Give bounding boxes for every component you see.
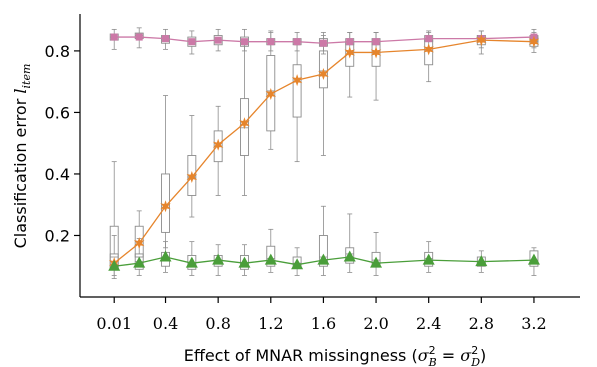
data-point-triangle (317, 253, 330, 265)
series-line (113, 39, 534, 264)
data-point-square (425, 35, 433, 43)
x-tick-label: 0.8 (205, 314, 230, 333)
x-tick-label: 2.4 (416, 314, 441, 333)
plot-area (108, 27, 540, 279)
data-point-star (160, 200, 171, 213)
data-point-square (188, 38, 196, 46)
data-point-triangle (108, 259, 121, 271)
boxplot-box (345, 247, 355, 264)
y-tick-label: 0.4 (45, 165, 70, 184)
x-axis-title: Effect of MNAR missingness (σ2 B = σ2 D) (184, 344, 487, 367)
data-point-square (346, 38, 354, 46)
data-point-triangle (159, 250, 172, 262)
boxplot (292, 44, 302, 163)
data-point-star (265, 87, 276, 100)
x-tick-label: 0.4 (153, 314, 178, 333)
data-point-triangle (370, 256, 383, 268)
boxplot (161, 95, 170, 249)
data-point-triangle (291, 258, 304, 270)
boxplot-box (213, 130, 223, 163)
y-axis-title: Classification error litem (11, 64, 33, 249)
data-point-triangle (475, 255, 488, 267)
data-point-triangle (133, 256, 146, 268)
x-tick-label: 1.6 (311, 314, 336, 333)
data-point-square (240, 38, 248, 46)
x-tick-label: 2.8 (469, 314, 494, 333)
boxplot (187, 115, 197, 218)
data-point-star (186, 171, 198, 184)
data-point-star (528, 35, 540, 48)
data-point-triangle (343, 250, 356, 262)
data-point-triangle (238, 256, 251, 268)
boxplot (371, 232, 381, 276)
y-tick-label: 0.6 (45, 103, 70, 122)
boxplot-box (424, 251, 434, 267)
data-point-star (423, 43, 434, 56)
boxplot-box (187, 155, 197, 196)
boxplot-box (318, 235, 328, 267)
boxplot-box (292, 64, 302, 118)
boxplot (213, 105, 223, 196)
data-point-star (344, 46, 355, 59)
boxplot-box (529, 250, 539, 267)
series-line (114, 256, 534, 267)
data-point-square (267, 38, 275, 46)
data-point-star (134, 237, 145, 250)
boxplot-box (266, 245, 276, 267)
series-layer (108, 33, 540, 271)
data-point-square (214, 36, 222, 44)
data-point-star (212, 138, 224, 151)
data-point-square (293, 38, 301, 46)
data-point-star (291, 74, 303, 87)
y-ticks: 0.2 0.4 0.6 0.8 (45, 42, 80, 245)
x-ticks: 0.01 0.4 0.8 1.2 1.6 2.0 2.4 2.8 3.2 (96, 297, 547, 333)
boxplot (266, 228, 276, 273)
boxplot (345, 213, 355, 273)
data-point-triangle (264, 253, 277, 265)
data-point-triangle (527, 253, 540, 265)
data-point-star (370, 46, 382, 59)
x-tick-label: 0.01 (96, 314, 132, 333)
data-point-square (372, 38, 380, 46)
boxplot (318, 205, 328, 276)
data-point-square (110, 33, 118, 41)
y-tick-label: 0.8 (45, 42, 70, 61)
data-point-star (318, 67, 329, 80)
data-point-triangle (422, 253, 435, 265)
boxplot-box (318, 50, 328, 89)
boxplot-box (266, 55, 276, 132)
x-tick-label: 1.2 (258, 314, 283, 333)
data-point-star (476, 34, 487, 47)
data-point-square (319, 39, 327, 47)
data-point-star (239, 117, 250, 130)
data-point-square (135, 33, 143, 41)
data-point-triangle (185, 256, 198, 268)
boxplot-box (161, 173, 170, 233)
series-line (114, 36, 534, 44)
x-tick-label: 3.2 (521, 314, 546, 333)
data-point-square (162, 35, 170, 43)
x-tick-label: 2.0 (363, 314, 388, 333)
boxplots-layer (109, 27, 539, 279)
data-point-triangle (212, 253, 225, 265)
y-tick-label: 0.2 (45, 226, 70, 245)
